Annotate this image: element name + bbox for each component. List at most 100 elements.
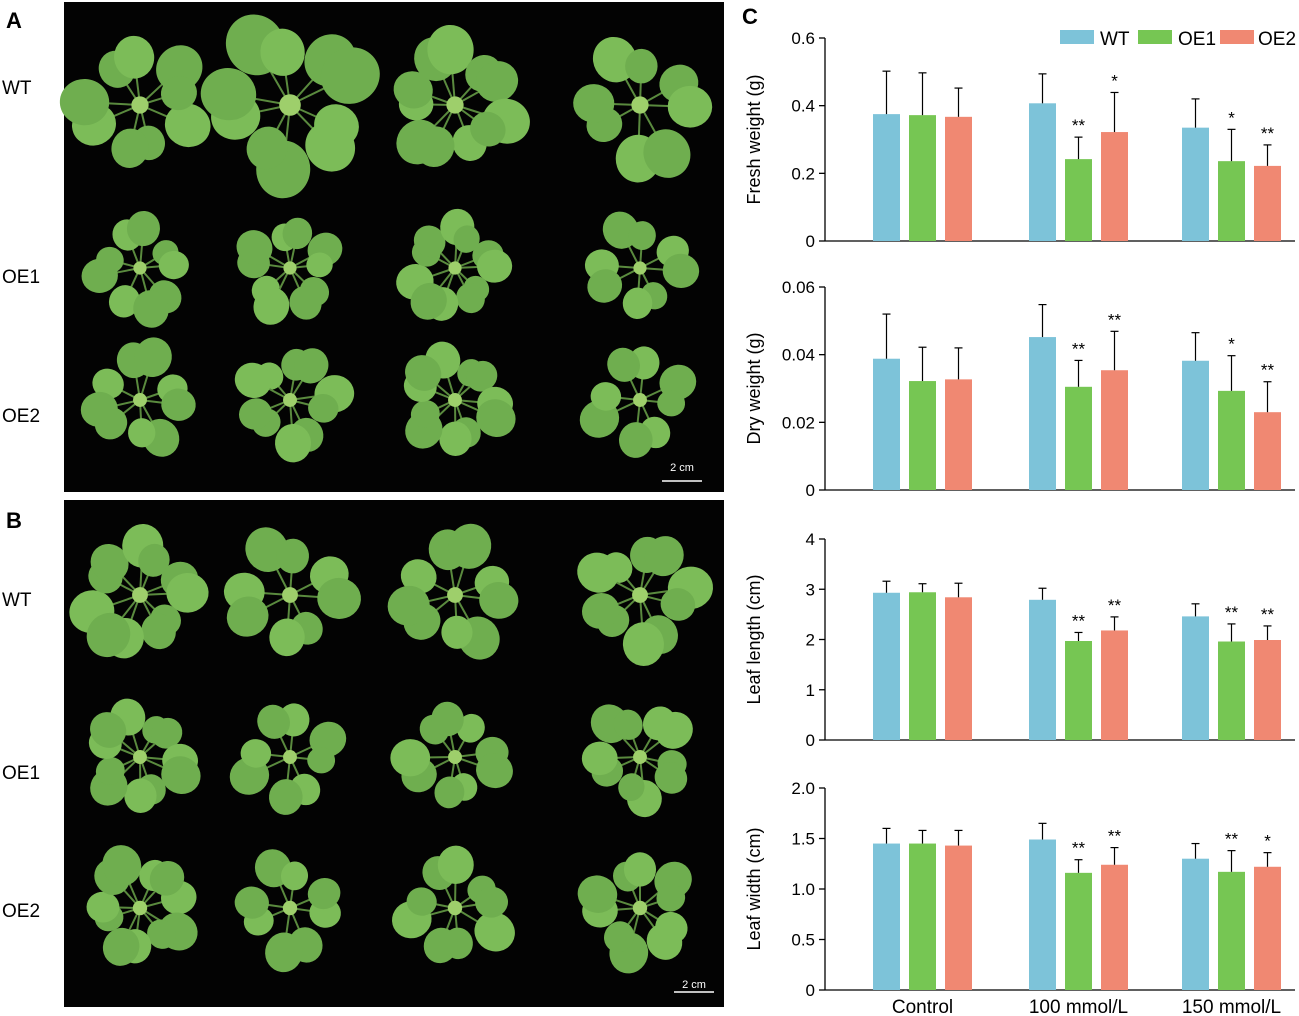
y-axis-label: Fresh weight (g) [744,74,764,204]
rosette-plant [396,208,513,321]
panel-letter-a: A [6,8,22,33]
bar-oe1 [909,115,936,241]
bar-oe1 [1065,872,1092,990]
bar-oe2 [1254,866,1281,990]
bar-wt [1182,127,1209,241]
bar-oe2 [1101,370,1128,490]
y-tick-label: 1.5 [791,830,815,849]
bar-oe2 [1101,132,1128,241]
y-tick-label: 0.2 [791,164,815,183]
bar-oe2 [1101,864,1128,990]
rosette-plant [577,852,692,974]
row-label-wt: WT [2,590,32,611]
rosette-plant [387,523,519,660]
legend-swatch-oe1 [1138,30,1172,44]
bar-wt [1029,103,1056,241]
x-tick-label: 100 mmol/L [1029,997,1128,1016]
bar-oe1 [1065,159,1092,241]
legend-label-oe2: OE2 [1258,29,1296,50]
row-label-oe1: OE1 [2,267,40,288]
bar-wt [1182,616,1209,740]
bar-oe2 [1254,165,1281,241]
legend-swatch-wt [1060,30,1094,44]
rosette-plant [577,536,714,666]
rosette-plant [59,35,211,168]
y-tick-label: 0.4 [791,97,815,116]
y-tick-label: 0 [806,731,815,750]
x-tick-label: 150 mmol/L [1182,997,1281,1016]
significance-mark: ** [1108,310,1122,329]
panel-a-photo: 2 cm [59,2,724,492]
y-tick-label: 0 [806,981,815,1000]
bar-oe2 [1254,640,1281,740]
rosette-plant [80,337,196,457]
significance-mark: ** [1261,124,1275,143]
bar-wt [873,843,900,990]
rosette-plant [393,24,530,168]
rosette-plant [200,14,380,199]
rosette-plant [390,701,513,809]
bar-wt [1029,839,1056,990]
significance-mark: * [1228,335,1235,354]
significance-mark: ** [1261,361,1275,380]
rosette-group [59,14,713,463]
bar-oe1 [1065,386,1092,490]
x-tick-label: Control [892,997,953,1016]
rosette-plant [403,341,516,457]
bar-oe1 [1218,641,1245,740]
bar-oe1 [1218,871,1245,990]
bar-oe2 [1101,630,1128,740]
bar-oe1 [1065,641,1092,740]
legend-label-oe1: OE1 [1178,29,1216,50]
significance-mark: ** [1261,605,1275,624]
significance-mark: ** [1072,611,1086,630]
significance-mark: * [1228,108,1235,127]
rosette-plant [234,849,341,973]
y-tick-label: 2.0 [791,779,815,798]
bar-oe2 [945,379,972,490]
rosette-plant [223,527,361,657]
chart-legend: WT OE1 OE2 [1060,29,1296,50]
bar-wt [1182,858,1209,990]
y-tick-label: 2 [806,631,815,650]
row-label-oe2: OE2 [2,901,40,922]
bar-oe2 [945,597,972,740]
bar-oe2 [945,845,972,990]
row-label-oe1: OE1 [2,763,40,784]
y-axis-label: Leaf width (cm) [744,827,764,950]
bar-chart: 0 1 2 3 4 Leaf length (cm) ** ** ** ** [744,530,1295,750]
rosette-plant [581,704,693,818]
legend-swatch-oe2 [1220,30,1254,44]
legend-label-wt: WT [1100,29,1130,50]
y-axis-label: Leaf length (cm) [744,574,764,704]
rosette-plant [69,523,209,659]
y-tick-label: 0 [806,481,815,500]
bar-oe1 [909,381,936,490]
y-tick-label: 0.5 [791,931,815,950]
panel-b-photo: 2 cm [64,500,724,1007]
rosette-plant [579,346,697,458]
bar-wt [1182,360,1209,490]
rosette-plant [584,211,700,319]
significance-mark: ** [1072,339,1086,358]
significance-mark: ** [1072,116,1086,135]
rosette-group [69,523,714,974]
y-tick-label: 0.02 [782,413,815,432]
bar-oe1 [909,592,936,740]
row-label-oe2: OE2 [2,406,40,427]
bar-oe2 [1254,412,1281,490]
significance-mark: * [1264,832,1271,851]
scale-bar-label: 2 cm [682,979,706,991]
rosette-plant [236,217,343,325]
rosette-plant [86,845,198,966]
y-tick-label: 0.06 [782,278,815,297]
bar-oe1 [1218,161,1245,241]
y-tick-label: 4 [806,530,815,549]
y-tick-label: 1.0 [791,880,815,899]
panel-letter-c: C [742,4,758,29]
rosette-plant [234,348,355,463]
